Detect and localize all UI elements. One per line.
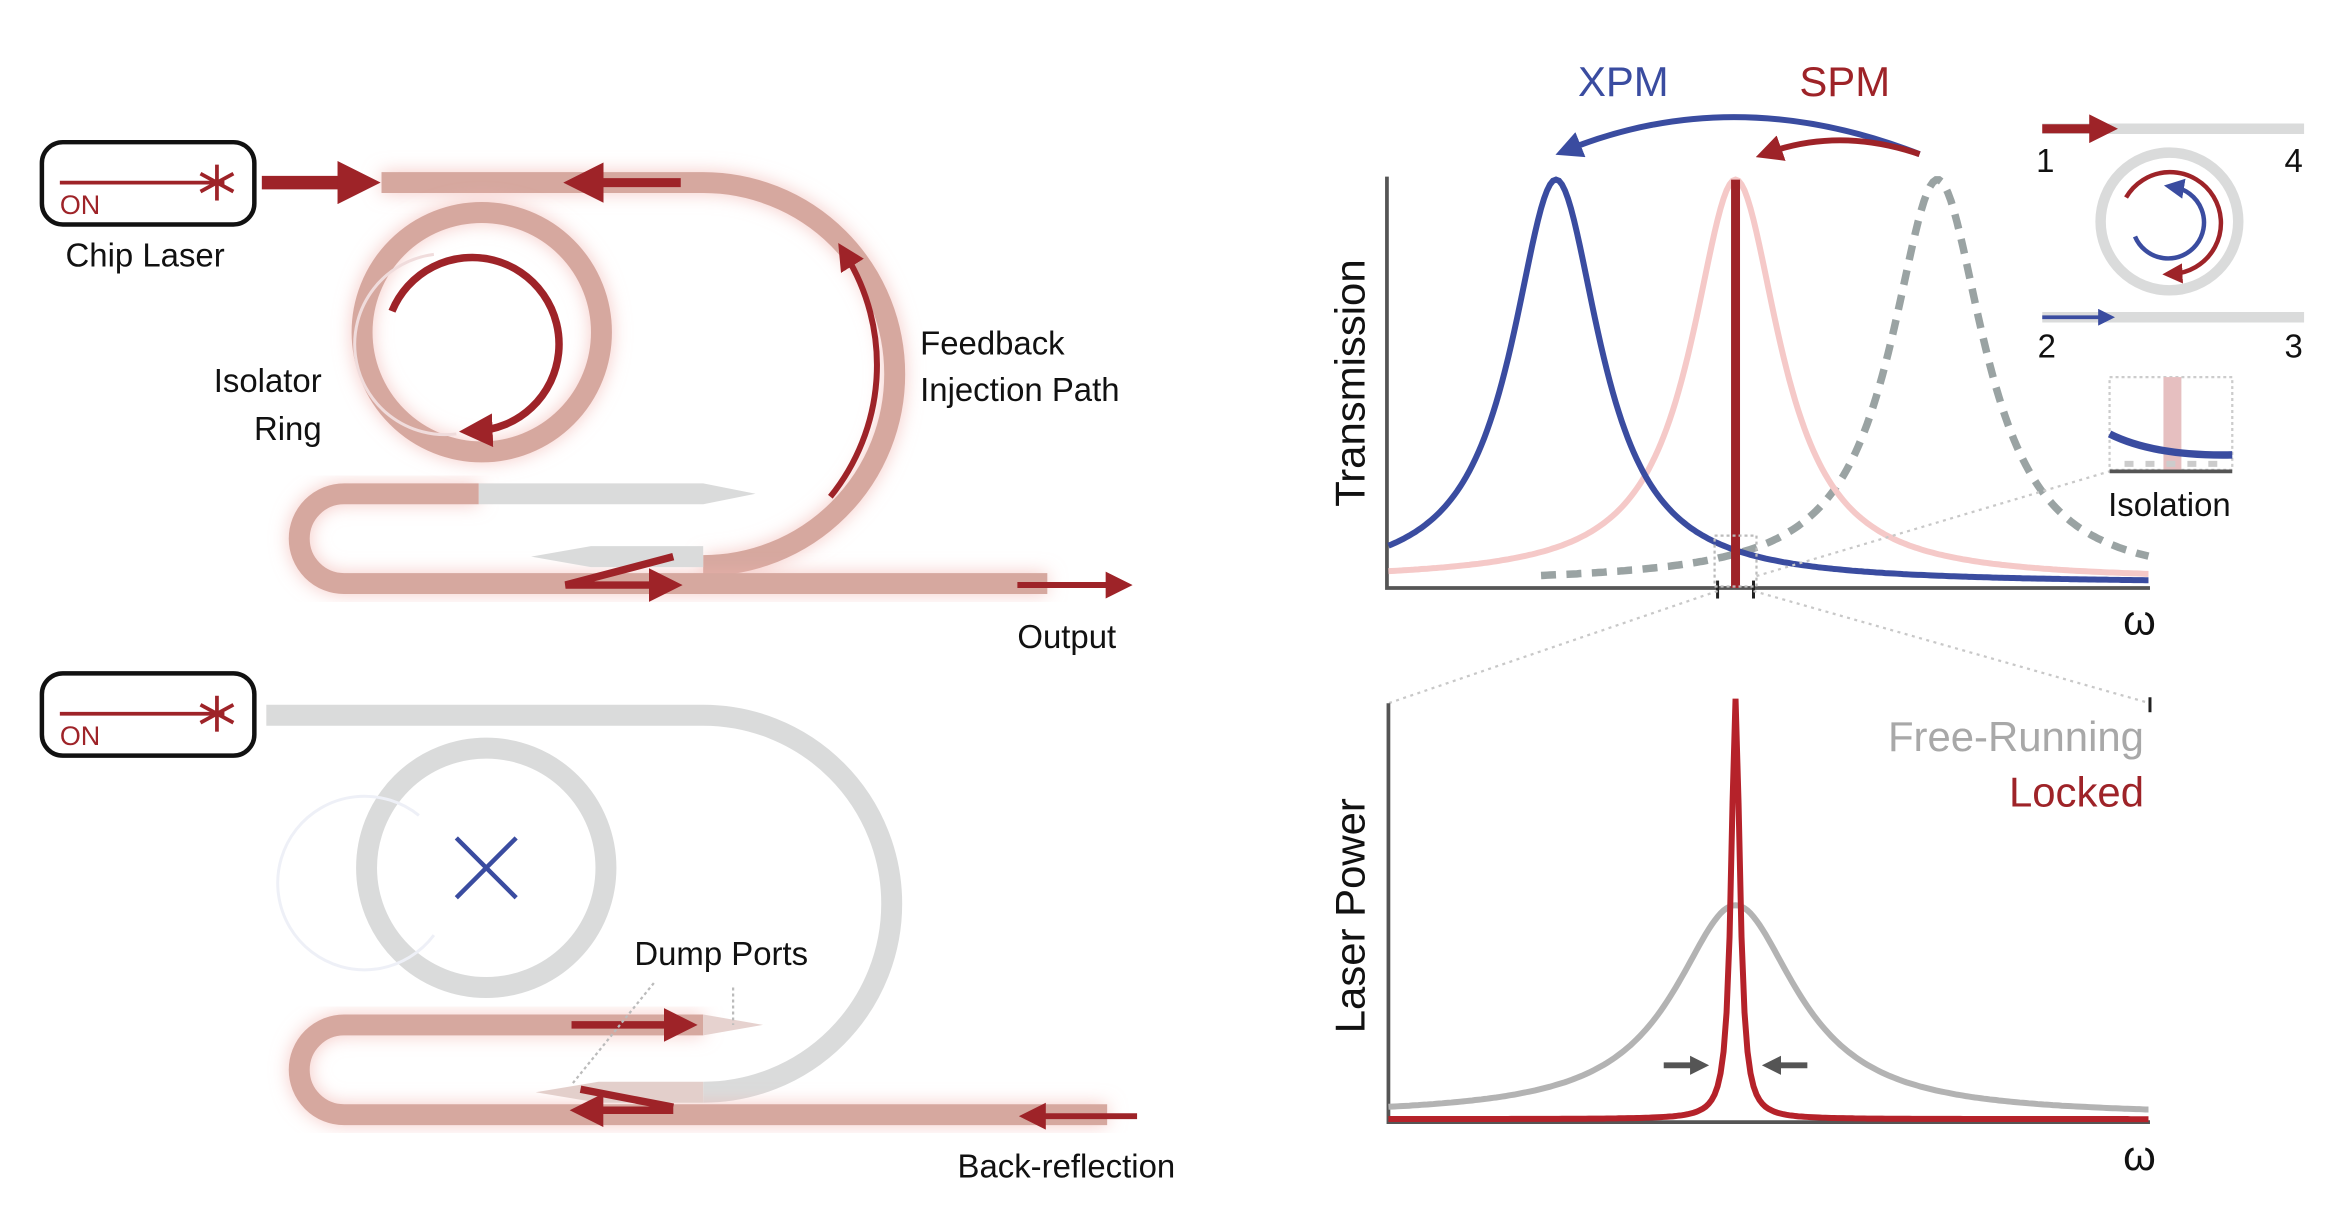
isolator-ring xyxy=(351,202,612,463)
laser-power-ylabel: Laser Power xyxy=(1326,798,1373,1033)
isolator-ring-label-1: Isolator xyxy=(214,362,322,399)
port-2: 2 xyxy=(2038,328,2056,365)
backward-circulation-arrow xyxy=(2132,178,2207,261)
cold-resonance-curve xyxy=(1540,176,2150,580)
zoom-leaders xyxy=(1388,470,2151,705)
isolation-zoom-plot xyxy=(2107,375,2234,474)
laser-state: ON xyxy=(60,721,100,751)
lower-dump-taper xyxy=(531,546,704,568)
feedback-waveguide-dark xyxy=(266,704,903,1103)
ring-faint-arrow xyxy=(276,794,436,972)
legend-locked: Locked xyxy=(2009,768,2144,815)
isolator-inset: 1 4 2 3 Isolation xyxy=(2036,114,2305,523)
locked-spectrum xyxy=(1388,698,2149,1123)
port-3: 3 xyxy=(2284,328,2302,365)
laser-star-icon xyxy=(199,164,235,201)
chip-laser: ON xyxy=(39,139,257,227)
free-running-spectrum xyxy=(1388,902,2149,1113)
dump-port-leaders xyxy=(570,982,735,1086)
axes xyxy=(1386,703,2150,1125)
upper-dump-taper xyxy=(478,483,756,505)
laser-star-icon xyxy=(199,695,235,732)
laser-power-plot: Free-Running Locked Laser Power ω xyxy=(1326,697,2156,1179)
blocked-x-icon xyxy=(454,836,518,900)
zoom-ticks xyxy=(1716,580,1755,599)
spm-resonance-curve xyxy=(1388,176,2149,577)
forward-circulation-arrow xyxy=(2124,169,2224,284)
dump-ports-label: Dump Ports xyxy=(634,935,808,972)
spm-label: SPM xyxy=(1799,58,1890,105)
drop-waveguide xyxy=(288,1014,1108,1126)
y-axis xyxy=(1385,176,2150,590)
inset-ring xyxy=(2095,147,2244,296)
xpm-shift-arrow xyxy=(1555,114,1921,158)
coupling-arrows xyxy=(581,1085,674,1110)
backreflection-panel: ON Dump Ports Back-reflection xyxy=(39,671,1176,1185)
chip-laser-label: Chip Laser xyxy=(66,236,225,273)
omega-xlabel: ω xyxy=(2123,596,2156,643)
feedback-waveguide xyxy=(381,172,906,577)
backreflection-label: Back-reflection xyxy=(958,1148,1176,1185)
omega-xlabel: ω xyxy=(2123,1132,2156,1179)
port-4: 4 xyxy=(2284,142,2302,179)
xpm-label: XPM xyxy=(1578,58,1669,105)
transmission-plot: XPM SPM Transmission ω xyxy=(1326,58,2156,705)
feedback-label-2: Injection Path xyxy=(920,371,1119,408)
port-1: 1 xyxy=(2036,142,2054,179)
isolator-ring-blocked xyxy=(356,737,617,998)
isolation-label: Isolation xyxy=(2108,486,2231,523)
chip-laser: ON xyxy=(39,671,257,758)
coupling-arrows xyxy=(564,553,683,602)
transmission-ylabel: Transmission xyxy=(1326,259,1373,506)
laser-state: ON xyxy=(60,190,100,220)
output-label: Output xyxy=(1017,618,1116,655)
xpm-resonance-curve xyxy=(1387,176,2149,584)
isolation-zoom-box xyxy=(1713,534,1758,588)
feedback-path-arrow xyxy=(828,242,880,499)
ring-circulation-arrow xyxy=(388,253,563,448)
ring-faint-arrow xyxy=(353,252,457,437)
legend-free-running: Free-Running xyxy=(1888,713,2144,760)
drop-waveguide-upper xyxy=(288,483,1048,595)
spm-shift-arrow xyxy=(1755,135,1921,161)
isolator-ring-label-2: Ring xyxy=(254,410,322,447)
feedback-label-1: Feedback xyxy=(920,325,1065,362)
locked-circuit-panel: ON Chip Laser Isolator Ring Feedback Inj… xyxy=(39,139,1133,655)
